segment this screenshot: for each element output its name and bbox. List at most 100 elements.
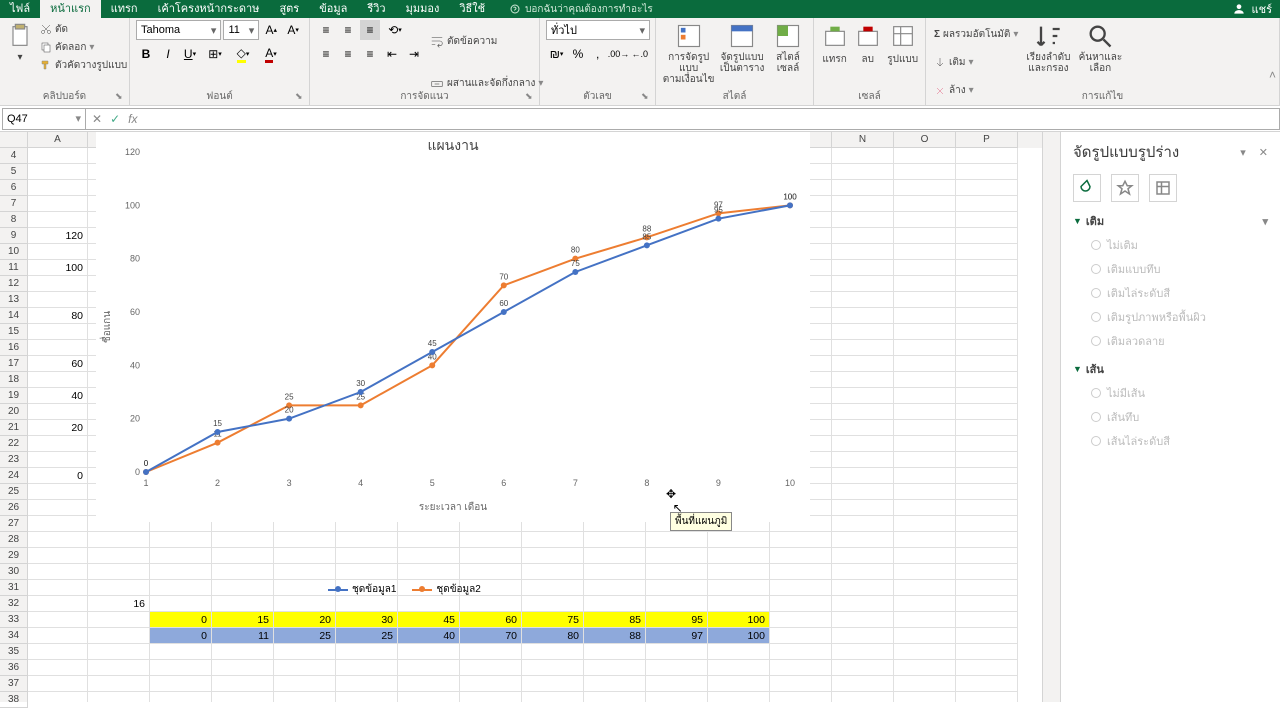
- cell[interactable]: [274, 580, 336, 596]
- row-header[interactable]: 22: [0, 436, 28, 452]
- radio-option[interactable]: เส้นไล่ระดับสี: [1091, 432, 1268, 450]
- cell[interactable]: [150, 692, 212, 702]
- row-header[interactable]: 25: [0, 484, 28, 500]
- font-color-button[interactable]: A▾: [258, 44, 284, 64]
- cell[interactable]: [894, 260, 956, 276]
- cell[interactable]: [832, 292, 894, 308]
- cell[interactable]: [770, 564, 832, 580]
- cell[interactable]: [28, 340, 88, 356]
- cell[interactable]: [770, 692, 832, 702]
- font-size-select[interactable]: 11▾: [223, 20, 259, 40]
- cell[interactable]: [212, 548, 274, 564]
- radio-option[interactable]: ไม่เติม: [1091, 236, 1268, 254]
- col-header[interactable]: N: [832, 132, 894, 148]
- cell[interactable]: [832, 532, 894, 548]
- borders-button[interactable]: ⊞▾: [202, 44, 228, 64]
- tab-5[interactable]: ข้อมูล: [309, 0, 357, 18]
- cell[interactable]: [28, 404, 88, 420]
- cell[interactable]: [832, 180, 894, 196]
- row-header[interactable]: 18: [0, 372, 28, 388]
- cell[interactable]: 88: [584, 628, 646, 644]
- cell[interactable]: [894, 244, 956, 260]
- cell[interactable]: [832, 340, 894, 356]
- cell[interactable]: [894, 212, 956, 228]
- cell[interactable]: [832, 548, 894, 564]
- cell[interactable]: [28, 452, 88, 468]
- cell[interactable]: [150, 644, 212, 660]
- cell[interactable]: [708, 596, 770, 612]
- cell[interactable]: [522, 692, 584, 702]
- chart-legend[interactable]: ชุดข้อมูล1ชุดข้อมูล2: [328, 582, 481, 597]
- cell[interactable]: 95: [646, 612, 708, 628]
- fx-icon[interactable]: fx: [128, 112, 137, 126]
- align-bottom-button[interactable]: ≡: [360, 20, 380, 40]
- cell[interactable]: [956, 244, 1018, 260]
- cell[interactable]: 120: [28, 228, 88, 244]
- cell[interactable]: [28, 644, 88, 660]
- cell[interactable]: [894, 564, 956, 580]
- cell[interactable]: 80: [522, 628, 584, 644]
- cell[interactable]: [274, 692, 336, 702]
- cell[interactable]: [336, 676, 398, 692]
- cell[interactable]: 75: [522, 612, 584, 628]
- row-header[interactable]: 10: [0, 244, 28, 260]
- cell[interactable]: [832, 564, 894, 580]
- decrease-font-button[interactable]: A▾: [283, 20, 303, 40]
- cell[interactable]: [28, 244, 88, 260]
- cell[interactable]: [894, 340, 956, 356]
- tab-8[interactable]: วิธีใช้: [449, 0, 495, 18]
- cell[interactable]: [646, 676, 708, 692]
- fill-color-button[interactable]: ◇▾: [230, 44, 256, 64]
- cell[interactable]: [894, 148, 956, 164]
- cell[interactable]: 25: [336, 628, 398, 644]
- cell[interactable]: [274, 564, 336, 580]
- col-header[interactable]: O: [894, 132, 956, 148]
- row-header[interactable]: 24: [0, 468, 28, 484]
- pane-options-button[interactable]: ▾: [1240, 147, 1246, 159]
- cell[interactable]: [212, 580, 274, 596]
- cell[interactable]: [956, 644, 1018, 660]
- cell[interactable]: [522, 660, 584, 676]
- row-header[interactable]: 21: [0, 420, 28, 436]
- cell[interactable]: [708, 660, 770, 676]
- increase-decimal-button[interactable]: .00→: [609, 44, 629, 64]
- cell[interactable]: [708, 564, 770, 580]
- cell[interactable]: [398, 596, 460, 612]
- cell[interactable]: [894, 308, 956, 324]
- row-header[interactable]: 13: [0, 292, 28, 308]
- cell[interactable]: [708, 532, 770, 548]
- cell[interactable]: [522, 548, 584, 564]
- cell[interactable]: [832, 260, 894, 276]
- cell[interactable]: 15: [212, 612, 274, 628]
- cell[interactable]: [770, 580, 832, 596]
- cell[interactable]: [150, 596, 212, 612]
- cell[interactable]: [460, 692, 522, 702]
- cell[interactable]: [956, 580, 1018, 596]
- cell[interactable]: [646, 564, 708, 580]
- tab-6[interactable]: รีวิว: [357, 0, 395, 18]
- cell[interactable]: [956, 404, 1018, 420]
- cell[interactable]: 100: [28, 260, 88, 276]
- align-launcher[interactable]: ⬊: [525, 91, 537, 103]
- cell[interactable]: [832, 596, 894, 612]
- cell[interactable]: [894, 164, 956, 180]
- cell[interactable]: [398, 660, 460, 676]
- row-header[interactable]: 8: [0, 212, 28, 228]
- cell[interactable]: [460, 548, 522, 564]
- font-name-select[interactable]: Tahoma▾: [136, 20, 221, 40]
- size-tab[interactable]: [1149, 174, 1177, 202]
- cell[interactable]: [894, 516, 956, 532]
- cell[interactable]: [398, 532, 460, 548]
- cell[interactable]: [894, 548, 956, 564]
- fill-line-tab[interactable]: [1073, 174, 1101, 202]
- cell[interactable]: [956, 356, 1018, 372]
- tab-3[interactable]: เค้าโครงหน้ากระดาษ: [148, 0, 270, 18]
- cell[interactable]: 70: [460, 628, 522, 644]
- row-header[interactable]: 31: [0, 580, 28, 596]
- decrease-indent-button[interactable]: ⇤: [382, 44, 402, 64]
- row-header[interactable]: 27: [0, 516, 28, 532]
- cell[interactable]: [274, 676, 336, 692]
- row-header[interactable]: 34: [0, 628, 28, 644]
- cell[interactable]: [770, 676, 832, 692]
- radio-option[interactable]: เติมไล่ระดับสี: [1091, 284, 1268, 302]
